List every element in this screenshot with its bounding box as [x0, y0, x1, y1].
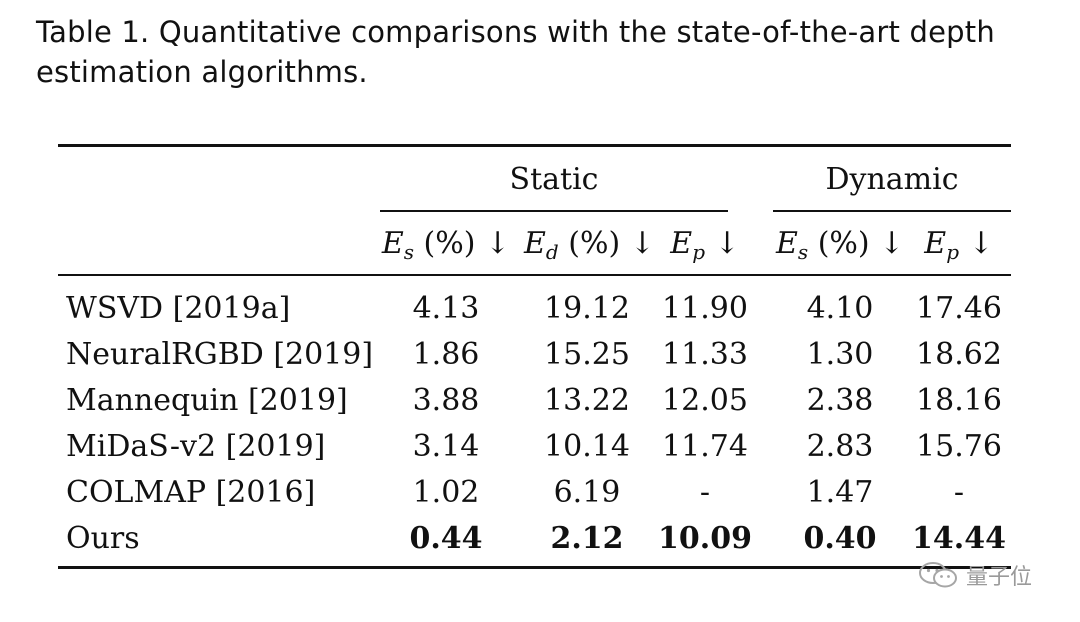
table-cell: 12.05	[662, 383, 748, 418]
bottom-rule	[58, 566, 1011, 569]
table-cell: 0.40	[803, 521, 877, 556]
group-header-dynamic: Dynamic	[825, 162, 959, 197]
table-cell: -	[953, 475, 965, 510]
table-cell: 1.02	[412, 475, 480, 510]
method-name: Ours	[66, 521, 140, 556]
table-cell: 4.13	[412, 291, 480, 326]
table-cell: 11.33	[662, 337, 748, 372]
table-cell: 1.86	[412, 337, 480, 372]
table-cell: 1.30	[806, 337, 874, 372]
table-cell: 3.88	[412, 383, 480, 418]
method-name: WSVD [2019a]	[66, 291, 291, 326]
column-header-static-ep: Ep ↓	[670, 226, 740, 264]
table-cell: 0.44	[409, 521, 483, 556]
method-name: COLMAP [2016]	[66, 475, 316, 510]
top-rule	[58, 144, 1011, 147]
static-cmidrule	[380, 210, 728, 212]
method-name: Mannequin [2019]	[66, 383, 348, 418]
watermark: 量子位	[918, 560, 1032, 590]
table-cell: 11.74	[662, 429, 748, 464]
table-cell: 18.16	[916, 383, 1002, 418]
table-cell: 1.47	[806, 475, 874, 510]
table-row-ours: Ours 0.44 2.12 10.09 0.40 14.44	[58, 516, 1011, 562]
group-header-static: Static	[509, 162, 599, 197]
table-cell: 4.10	[806, 291, 874, 326]
table-cell: -	[699, 475, 711, 510]
table-cell: 13.22	[544, 383, 630, 418]
table-cell: 2.38	[806, 383, 874, 418]
table-row: WSVD [2019a] 4.13 19.12 11.90 4.10 17.46	[58, 286, 1011, 332]
table-row: COLMAP [2016] 1.02 6.19 - 1.47 -	[58, 470, 1011, 516]
table-caption: Table 1. Quantitative comparisons with t…	[36, 15, 995, 89]
table-cell: 3.14	[412, 429, 480, 464]
table-cell: 11.90	[662, 291, 748, 326]
table-cell: 17.46	[916, 291, 1002, 326]
method-name: NeuralRGBD [2019]	[66, 337, 374, 372]
table-cell: 2.12	[550, 521, 624, 556]
column-header-static-es: Es (%) ↓	[381, 226, 511, 264]
table-cell: 15.76	[916, 429, 1002, 464]
wechat-icon	[919, 562, 957, 588]
table-cell: 10.14	[544, 429, 630, 464]
column-header-dynamic-es: Es (%) ↓	[776, 226, 905, 264]
header-rule	[58, 274, 1011, 276]
table-cell: 14.44	[912, 521, 1006, 556]
table-cell: 15.25	[544, 337, 630, 372]
method-name: MiDaS-v2 [2019]	[66, 429, 326, 464]
table-row: MiDaS-v2 [2019] 3.14 10.14 11.74 2.83 15…	[58, 424, 1011, 470]
table-body: WSVD [2019a] 4.13 19.12 11.90 4.10 17.46…	[58, 286, 1011, 562]
table-row: Mannequin [2019] 3.88 13.22 12.05 2.38 1…	[58, 378, 1011, 424]
table-cell: 19.12	[544, 291, 630, 326]
table-cell: 18.62	[916, 337, 1002, 372]
column-header-static-ed: Ed (%) ↓	[524, 226, 655, 264]
dynamic-cmidrule	[773, 210, 1011, 212]
table-row: NeuralRGBD [2019] 1.86 15.25 11.33 1.30 …	[58, 332, 1011, 378]
table-cell: 10.09	[658, 521, 752, 556]
watermark-text: 量子位	[966, 565, 1033, 590]
table-cell: 2.83	[806, 429, 874, 464]
table-cell: 6.19	[553, 475, 621, 510]
column-header-dynamic-ep: Ep ↓	[924, 226, 994, 264]
